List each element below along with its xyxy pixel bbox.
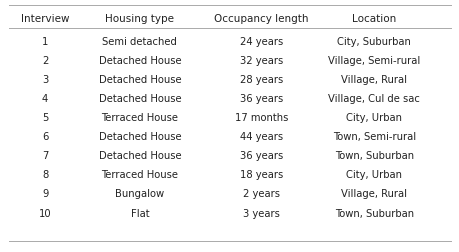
Text: 24 years: 24 years [240,37,283,47]
Text: City, Suburban: City, Suburban [336,37,410,47]
Text: 6: 6 [42,132,48,142]
Text: 2 years: 2 years [242,189,280,199]
Text: Flat: Flat [130,208,149,218]
Text: 5: 5 [42,113,48,123]
Text: Village, Cul de sac: Village, Cul de sac [328,94,419,104]
Text: Detached House: Detached House [98,56,181,66]
Text: 7: 7 [42,151,48,161]
Text: 8: 8 [42,170,48,180]
Text: 1: 1 [42,37,48,47]
Text: Housing type: Housing type [105,14,174,24]
Text: 18 years: 18 years [240,170,283,180]
Text: Terraced House: Terraced House [101,170,178,180]
Text: 3 years: 3 years [243,208,280,218]
Text: 32 years: 32 years [240,56,283,66]
Text: Detached House: Detached House [98,94,181,104]
Text: 44 years: 44 years [240,132,282,142]
Text: 10: 10 [39,208,51,218]
Text: Town, Semi-rural: Town, Semi-rural [332,132,415,142]
Text: 28 years: 28 years [240,75,283,85]
Text: 3: 3 [42,75,48,85]
Text: 36 years: 36 years [240,151,283,161]
Text: Interview: Interview [21,14,69,24]
Text: Detached House: Detached House [98,151,181,161]
Text: Town, Suburban: Town, Suburban [334,151,413,161]
Text: Village, Rural: Village, Rural [341,189,406,199]
Text: Location: Location [352,14,396,24]
Text: Detached House: Detached House [98,75,181,85]
Text: Bungalow: Bungalow [115,189,164,199]
Text: City, Urban: City, Urban [346,170,401,180]
Text: 2: 2 [42,56,48,66]
Text: Village, Rural: Village, Rural [341,75,406,85]
Text: Detached House: Detached House [98,132,181,142]
Text: 9: 9 [42,189,48,199]
Text: Town, Suburban: Town, Suburban [334,208,413,218]
Text: 17 months: 17 months [235,113,288,123]
Text: 36 years: 36 years [240,94,283,104]
Text: Occupancy length: Occupancy length [214,14,308,24]
Text: Village, Semi-rural: Village, Semi-rural [327,56,420,66]
Text: City, Urban: City, Urban [346,113,401,123]
Text: 4: 4 [42,94,48,104]
Text: Semi detached: Semi detached [102,37,177,47]
Text: Terraced House: Terraced House [101,113,178,123]
